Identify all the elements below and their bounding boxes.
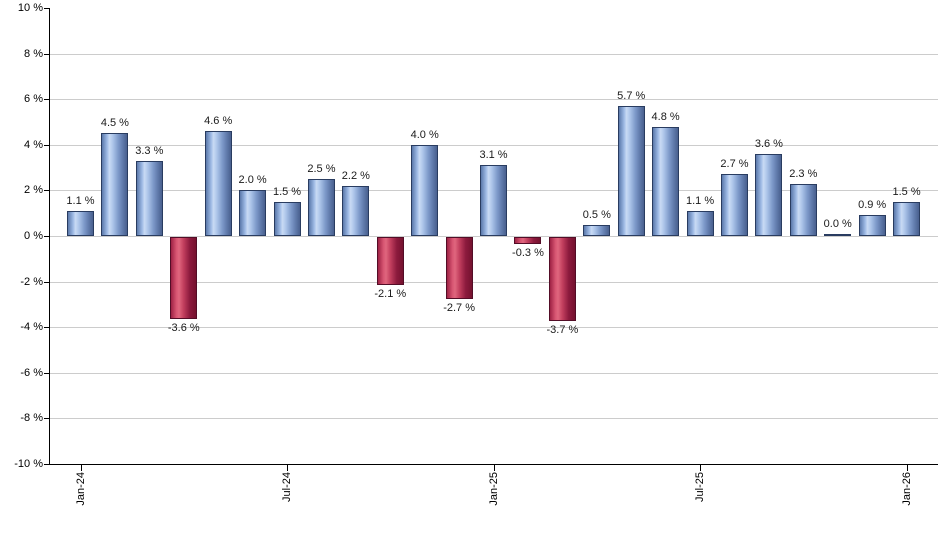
bar [411,144,439,236]
gridline [49,418,938,420]
y-axis-tick-mark [44,464,49,465]
y-axis-tick-mark [44,236,49,237]
bar [445,237,473,299]
y-tick-label: 2 % [24,184,43,197]
bar-value-label: 0.9 % [858,199,887,212]
bar-value-label: 3.3 % [135,144,164,157]
bar [548,237,576,322]
bar-value-label: 3.1 % [479,149,508,162]
bar-value-label: 2.7 % [720,158,749,171]
x-tick-label: Jan-24 [74,472,87,506]
bar [204,131,232,236]
y-tick-label: -2 % [20,275,43,288]
bar-value-label: 2.3 % [789,167,818,180]
gridline [49,144,938,146]
bar [135,160,163,236]
y-tick-label: 8 % [24,47,43,60]
bar-value-label: 0.5 % [582,208,611,221]
y-tick-label: -6 % [20,366,43,379]
y-tick-label: 4 % [24,138,43,151]
bar-value-label: 1.5 % [272,185,302,198]
x-axis-tick-mark [906,465,908,471]
bar [239,190,267,236]
bar [583,224,611,236]
bar [376,237,404,285]
y-tick-label: 0 % [24,230,43,242]
bar [720,174,748,236]
gridline [49,372,938,374]
bar [342,185,370,236]
bar [789,183,817,236]
bar [824,234,852,236]
y-tick-label: 10 % [17,2,43,14]
gridline [49,99,938,101]
bar [307,179,335,236]
x-axis-line [49,464,938,465]
bar-value-label: 1.1 % [685,194,715,207]
bar-value-label: -2.7 % [443,301,476,314]
bar [101,133,129,236]
x-axis-tick-mark [80,465,82,471]
x-tick-label: Jan-26 [900,472,913,506]
bar [514,237,542,244]
bar-value-label: 4.8 % [651,110,680,123]
bar-value-label: -3.6 % [167,322,200,335]
bar-value-label: -2.1 % [374,287,407,300]
y-tick-label: -10 % [14,458,43,470]
bar-value-label: 3.6 % [754,137,783,150]
bar-value-label: 2.0 % [238,174,267,187]
bar [858,215,886,236]
y-tick-label: 6 % [24,93,43,106]
y-axis-tick-mark [44,372,49,374]
bar [67,210,94,236]
bar-value-label: 5.7 % [617,90,646,103]
bar [686,210,714,236]
bar-value-label: 4.5 % [100,117,129,130]
x-tick-label: Jul-24 [281,472,294,502]
bar-value-label: 2.5 % [307,163,336,175]
bar-value-label: 1.1 % [66,194,95,207]
y-axis-line [49,8,50,465]
y-axis-tick-mark [44,53,49,55]
bar-value-label: -3.7 % [546,324,579,337]
bar [273,201,301,236]
y-tick-label: -8 % [20,412,43,425]
y-tick-label: -4 % [20,321,43,334]
y-axis-tick-mark [44,281,49,283]
x-tick-label: Jan-25 [487,472,500,506]
y-axis-tick-mark [44,327,49,329]
bar-value-label: 4.0 % [410,128,439,141]
bar [170,237,198,320]
bar [652,126,680,236]
x-axis-tick-mark [700,465,702,471]
gridline [49,236,938,237]
y-axis-tick-mark [44,8,49,9]
gridline [49,327,938,329]
x-axis-tick-mark [493,465,495,471]
y-axis-tick-mark [44,190,49,192]
bar-value-label: 0.0 % [823,218,852,230]
y-axis-tick-mark [44,418,49,420]
gridline [49,53,938,55]
x-axis-tick-mark [287,465,289,471]
gridline [49,281,938,283]
bar-value-label: 1.5 % [892,185,921,198]
bar-value-label: 4.6 % [204,115,233,128]
y-axis-tick-mark [44,99,49,101]
bar [480,165,508,236]
bar [617,106,645,236]
bar [755,153,783,236]
y-axis-tick-mark [44,144,49,146]
bar [893,201,921,236]
bar-value-label: -0.3 % [512,246,544,259]
x-tick-label: Jul-25 [694,472,707,502]
bar-value-label: 2.2 % [341,169,370,182]
